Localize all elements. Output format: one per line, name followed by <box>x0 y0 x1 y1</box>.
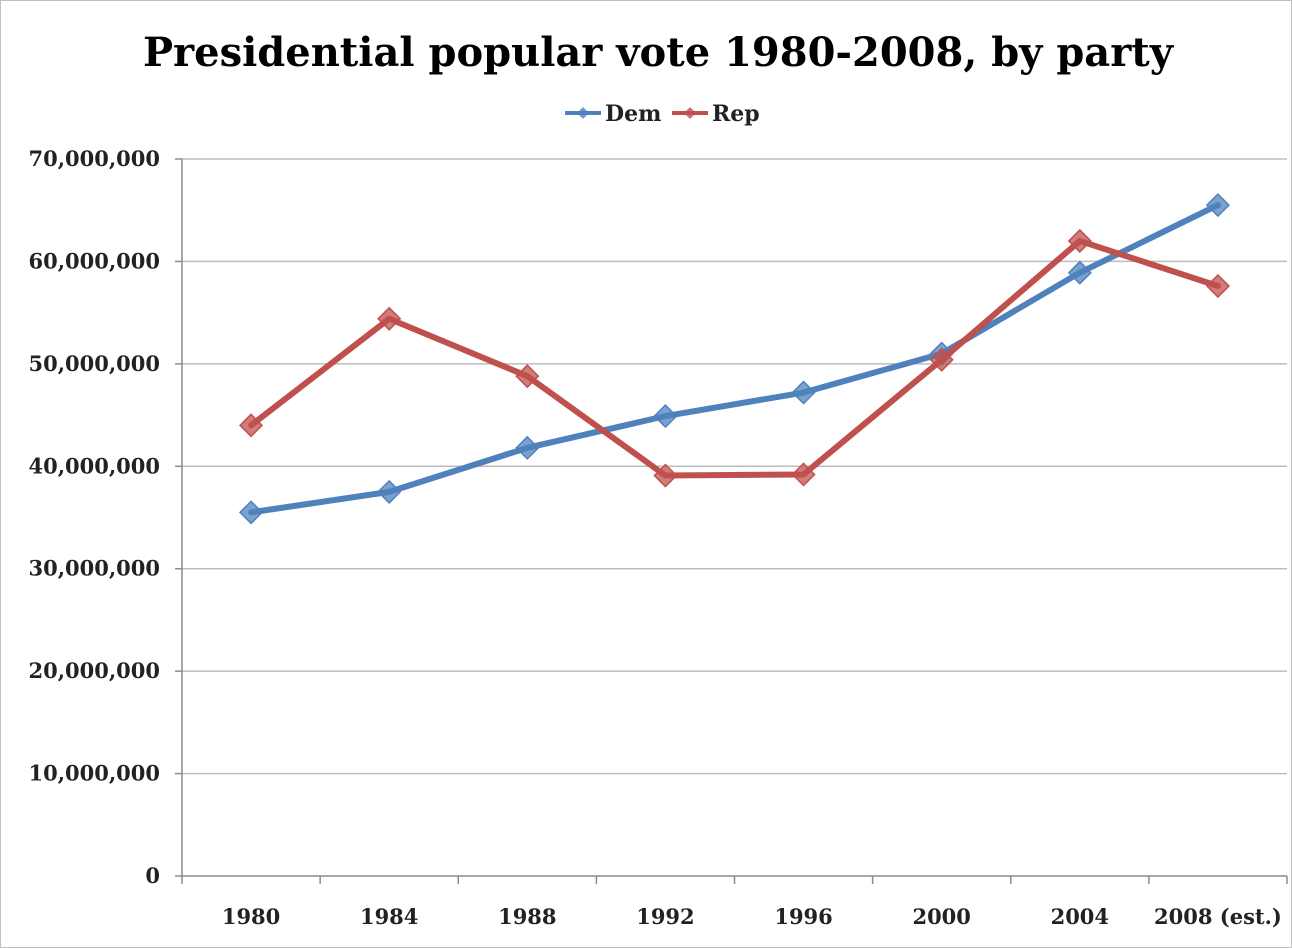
legend-item-dem: Dem <box>565 101 661 127</box>
y-tick-label: 30,000,000 <box>28 556 160 581</box>
legend: Dem Rep <box>565 101 760 127</box>
series-group <box>239 193 1230 525</box>
x-tick-label: 2008 (est.) <box>1154 904 1282 929</box>
data-point-rep <box>1205 273 1230 299</box>
data-point-dem <box>653 404 678 429</box>
y-tick-label: 60,000,000 <box>28 248 160 273</box>
series-rep <box>239 228 1230 488</box>
series-dem <box>239 193 1230 525</box>
y-axis-tick-labels: 0 10,000,000 20,000,000 30,000,000 40,000,00… <box>28 146 160 888</box>
legend-swatch-marker <box>684 107 696 119</box>
data-point-dem <box>1205 193 1230 218</box>
x-tick-label: 1992 <box>636 904 694 929</box>
data-point-dem <box>791 380 816 405</box>
x-axis-tick-labels: 1980 1984 1988 1992 1996 2000 2004 2008 (est.) <box>222 904 1282 929</box>
y-tick-label: 0 <box>145 863 160 888</box>
data-point-rep <box>377 306 402 331</box>
series-line-rep <box>248 237 1221 479</box>
gridlines <box>182 158 1287 775</box>
legend-label: Dem <box>605 101 661 127</box>
y-tick-label: 20,000,000 <box>28 658 160 683</box>
legend-swatch-marker <box>577 107 589 119</box>
x-tick-label: 2004 <box>1051 904 1109 929</box>
data-point-dem <box>515 435 540 460</box>
data-point-dem <box>239 500 264 525</box>
series-line-dem <box>248 202 1221 516</box>
axes <box>175 158 1288 884</box>
x-tick-label: 1996 <box>774 904 832 929</box>
y-tick-label: 40,000,000 <box>28 453 160 478</box>
x-tick-label: 1980 <box>222 904 280 929</box>
data-point-rep <box>239 413 264 438</box>
data-point-dem <box>377 479 402 504</box>
x-tick-label: 2000 <box>912 904 970 929</box>
data-point-rep <box>791 462 816 487</box>
y-tick-label: 50,000,000 <box>28 351 160 376</box>
y-tick-label: 10,000,000 <box>28 761 160 786</box>
data-point-rep <box>1067 228 1092 254</box>
legend-label: Rep <box>712 101 760 127</box>
x-tick-label: 1984 <box>360 904 418 929</box>
legend-item-rep: Rep <box>672 101 760 127</box>
data-point-rep <box>929 347 954 372</box>
y-tick-label: 70,000,000 <box>28 146 160 171</box>
x-tick-label: 1988 <box>498 904 556 929</box>
data-point-dem <box>1067 260 1092 285</box>
data-point-rep <box>515 364 540 389</box>
data-point-rep <box>653 463 678 488</box>
chart-title: Presidential popular vote 1980-2008, by … <box>143 29 1175 76</box>
